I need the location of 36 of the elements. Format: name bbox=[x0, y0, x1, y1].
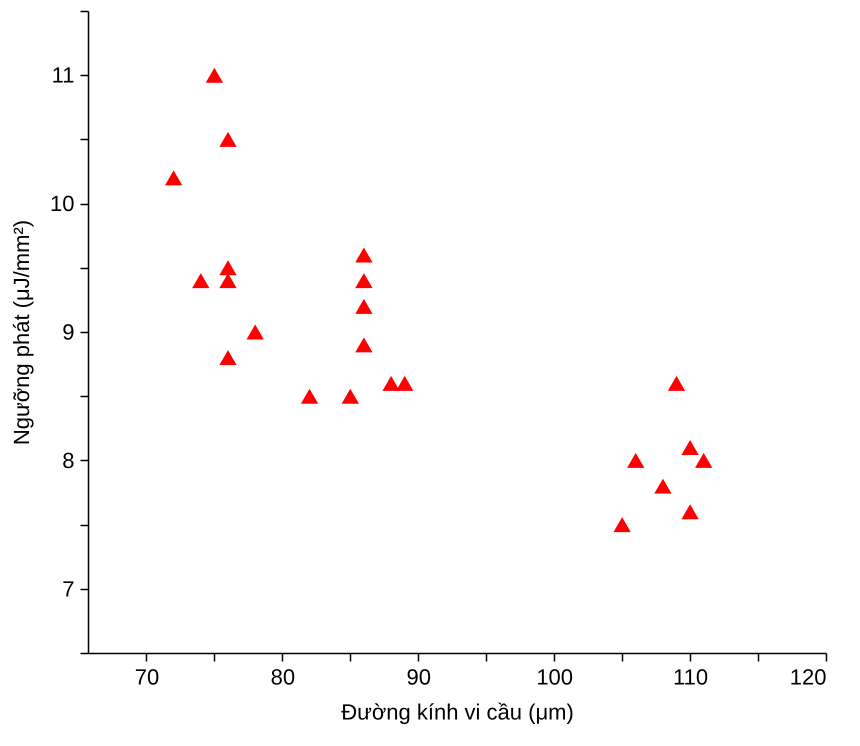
point bbox=[355, 273, 373, 288]
point bbox=[246, 324, 264, 340]
point bbox=[219, 350, 237, 366]
point bbox=[382, 376, 400, 391]
y-tick-label: 8 bbox=[62, 448, 74, 473]
point bbox=[668, 376, 686, 391]
point bbox=[396, 376, 414, 391]
x-axis-title: Đường kính vi cầu (μm) bbox=[341, 700, 574, 724]
point bbox=[342, 388, 359, 404]
point bbox=[627, 452, 644, 468]
x-tick-label: 90 bbox=[406, 664, 432, 690]
y-tick-label: 9 bbox=[62, 320, 74, 344]
point bbox=[355, 298, 373, 314]
point bbox=[613, 517, 631, 532]
x-tick-label: 80 bbox=[270, 664, 296, 690]
point bbox=[355, 337, 373, 352]
point bbox=[219, 260, 237, 276]
point bbox=[164, 170, 182, 186]
point bbox=[300, 388, 318, 404]
x-tick-label: 120 bbox=[790, 664, 826, 690]
y-axis-title: Ngưỡng phát (μJ/mm²) bbox=[9, 220, 34, 446]
point bbox=[681, 504, 699, 520]
x-tick-label: 70 bbox=[134, 664, 160, 690]
x-tick-label: 100 bbox=[536, 664, 574, 690]
point bbox=[695, 452, 712, 468]
y-tick-label: 11 bbox=[52, 62, 74, 88]
y-tick-label: 10 bbox=[50, 191, 74, 216]
point bbox=[654, 478, 672, 494]
point bbox=[206, 68, 224, 83]
point bbox=[192, 273, 210, 288]
point bbox=[219, 273, 237, 288]
point bbox=[355, 247, 373, 262]
y-tick-label: 7 bbox=[62, 576, 74, 602]
x-tick-label: 110 bbox=[673, 664, 708, 690]
point bbox=[681, 440, 699, 456]
point bbox=[219, 132, 237, 147]
